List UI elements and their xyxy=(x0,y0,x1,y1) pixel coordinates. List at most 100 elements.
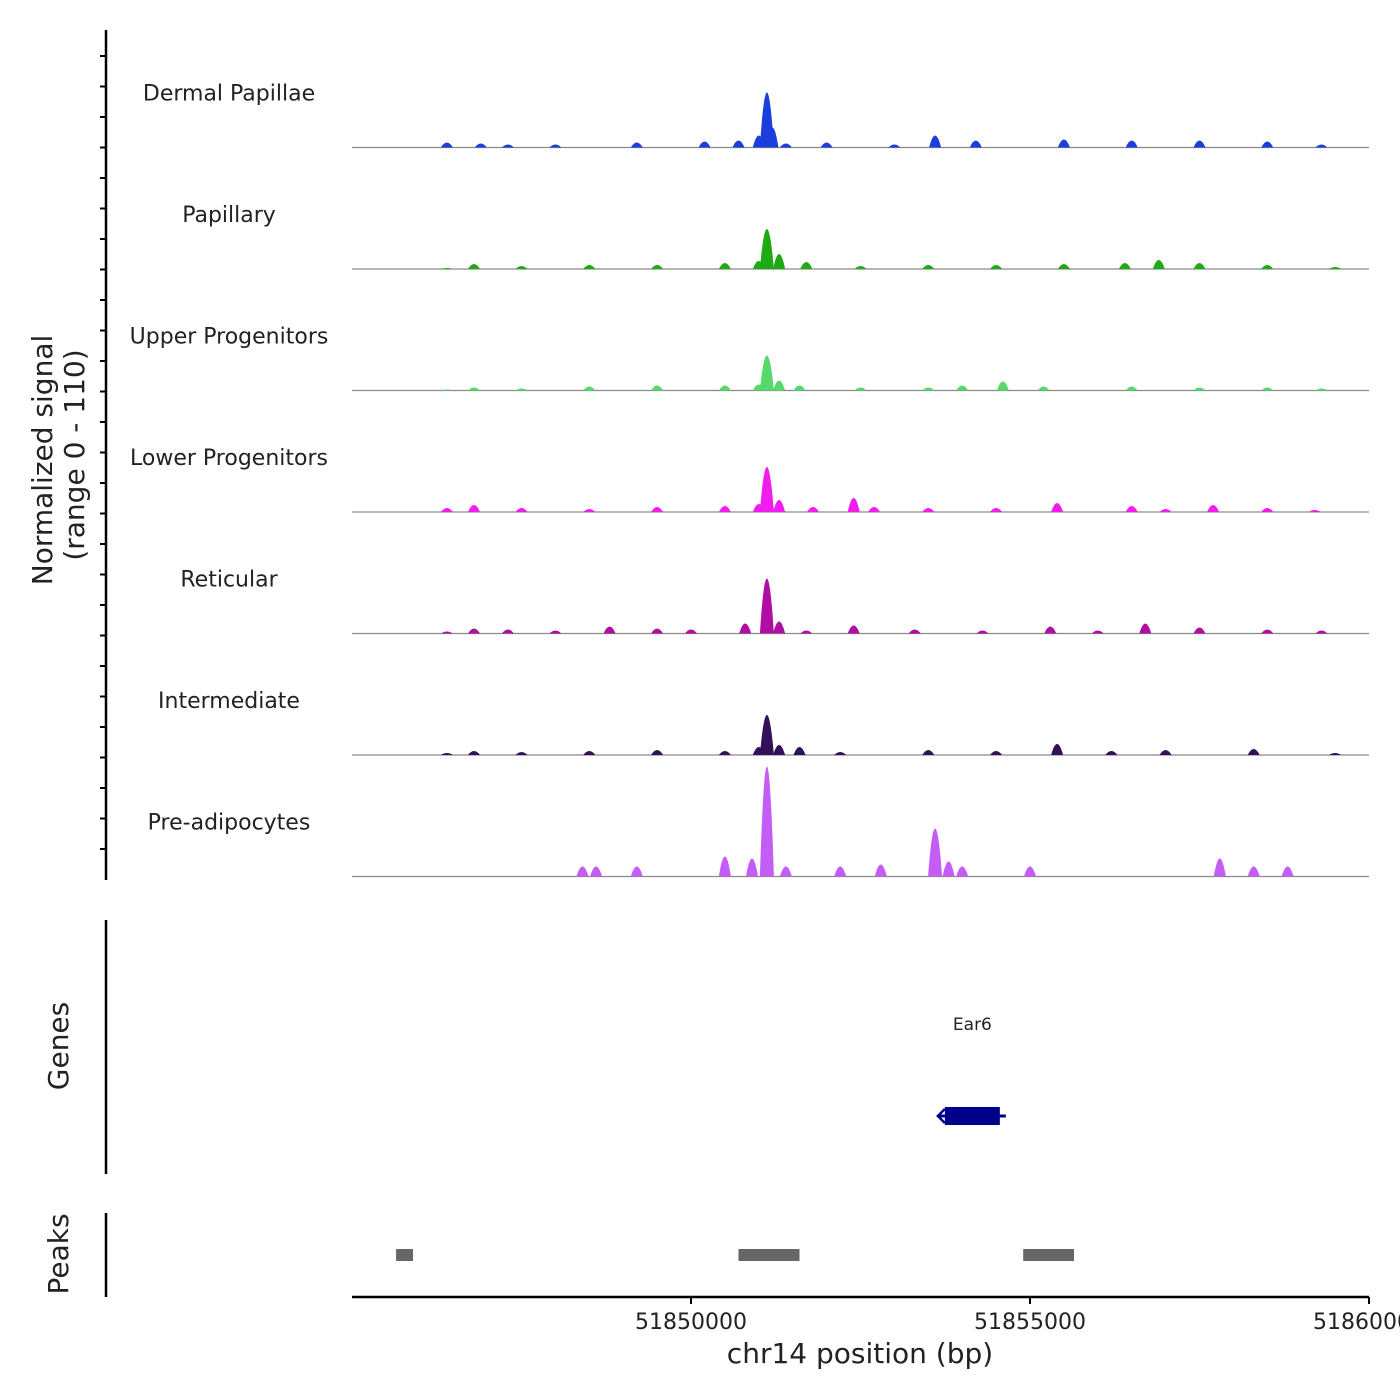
signal-peak xyxy=(1024,866,1036,877)
peaks-track xyxy=(396,1249,1074,1261)
signal-peak xyxy=(773,621,786,634)
signal-peak xyxy=(583,386,596,391)
signal-peak xyxy=(590,866,603,877)
signal-peak xyxy=(576,866,589,877)
x-tick-label: 51850000 xyxy=(635,1310,747,1335)
signal-peak xyxy=(651,628,664,634)
signal-peak xyxy=(718,263,731,269)
track-label: Upper Progenitors xyxy=(130,325,329,350)
signal-peak xyxy=(928,828,943,877)
signal-peak xyxy=(922,387,935,391)
signal-peak xyxy=(969,140,982,148)
signal-peak xyxy=(1261,629,1274,634)
track-reticular: Reticular xyxy=(180,568,1369,635)
signal-peak xyxy=(868,507,881,512)
signal-peak xyxy=(773,254,786,269)
x-axis-title: chr14 position (bp) xyxy=(727,1337,993,1370)
signal-peak xyxy=(773,380,786,391)
signal-peak xyxy=(793,747,806,755)
x-tick-label: 51855000 xyxy=(974,1310,1086,1335)
y-axis-range: (range 0 - 110) xyxy=(58,349,91,560)
signal-peak xyxy=(515,752,528,755)
signal-peak xyxy=(515,388,528,391)
signal-peak xyxy=(922,265,935,269)
signal-peak xyxy=(854,266,867,269)
signal-peak xyxy=(1051,744,1064,755)
signal-peak xyxy=(440,268,453,269)
signal-peak xyxy=(698,141,711,148)
track-lower-progenitors: Lower Progenitors xyxy=(130,446,1369,513)
signal-peak xyxy=(834,866,847,877)
genes-panel-label: Genes xyxy=(42,1002,75,1090)
signal-peak xyxy=(922,508,935,512)
signal-peak xyxy=(874,864,887,877)
gene-label: Ear6 xyxy=(953,1015,992,1035)
signal-peak xyxy=(1329,267,1342,269)
signal-peak xyxy=(800,262,813,269)
signal-peak xyxy=(549,144,562,148)
signal-peak xyxy=(1159,750,1172,755)
signal-peak xyxy=(651,265,664,269)
signal-peak xyxy=(440,508,453,512)
signal-peak xyxy=(942,861,955,877)
track-intermediate: Intermediate xyxy=(158,689,1369,756)
signal-peak xyxy=(739,623,752,634)
track-label: Dermal Papillae xyxy=(143,82,315,107)
signal-peak xyxy=(1261,265,1274,269)
signal-peak xyxy=(501,144,514,148)
signal-peak xyxy=(440,753,453,755)
signal-peak xyxy=(440,142,453,148)
signal-peak xyxy=(468,387,480,391)
signal-peak xyxy=(1125,506,1138,512)
signal-peak xyxy=(956,866,969,877)
coverage-tracks: Dermal Papillae Papillary Upper Progenitor… xyxy=(130,82,1369,878)
signal-peak xyxy=(732,140,745,148)
signal-peak xyxy=(718,856,731,877)
x-tick-label: 51860000 xyxy=(1313,1310,1400,1335)
signal-peak xyxy=(1125,140,1138,148)
signal-peak xyxy=(1125,386,1138,391)
track-papillary: Papillary xyxy=(182,203,1369,270)
signal-peak xyxy=(779,866,792,877)
genes-track: Ear6 xyxy=(936,1015,1006,1125)
track-label: Papillary xyxy=(182,203,276,228)
signal-peak xyxy=(1193,627,1206,634)
signal-peak xyxy=(440,389,453,391)
signal-peak xyxy=(1105,751,1118,755)
peak-region xyxy=(738,1249,800,1261)
signal-peak xyxy=(929,135,942,148)
signal-peak xyxy=(956,385,969,391)
signal-peak xyxy=(854,387,867,391)
signal-peak xyxy=(759,355,774,391)
signal-peak xyxy=(515,508,528,512)
track-label: Lower Progenitors xyxy=(130,446,328,471)
track-label: Pre-adipocytes xyxy=(148,811,311,836)
signal-peak xyxy=(793,385,806,391)
signal-peak xyxy=(651,507,664,512)
signal-peak xyxy=(759,766,774,877)
signal-peak xyxy=(996,381,1009,391)
signal-peak xyxy=(759,578,774,634)
signal-peak xyxy=(1193,387,1206,391)
signal-peak xyxy=(515,266,528,269)
signal-peak xyxy=(1261,508,1274,512)
signal-peak xyxy=(1281,866,1294,877)
signal-peak xyxy=(779,143,792,148)
track-label: Intermediate xyxy=(158,689,300,714)
signal-peak xyxy=(1315,388,1328,391)
signal-peak xyxy=(1193,140,1206,148)
strand-arrow-icon xyxy=(936,1108,946,1124)
track-dermal-papillae: Dermal Papillae xyxy=(143,82,1369,149)
signal-peak xyxy=(1139,623,1152,634)
peaks-panel-label: Peaks xyxy=(42,1213,75,1294)
x-axis-ticks: 51850000 51855000 51860000 xyxy=(635,1297,1400,1335)
signal-peak xyxy=(847,498,860,512)
signal-peak xyxy=(630,866,643,877)
signal-y-ticks xyxy=(100,55,106,850)
signal-peak xyxy=(834,752,847,755)
signal-peak xyxy=(759,229,774,269)
signal-peak xyxy=(766,127,779,148)
signal-peak xyxy=(440,631,453,634)
signal-peak xyxy=(718,385,731,391)
